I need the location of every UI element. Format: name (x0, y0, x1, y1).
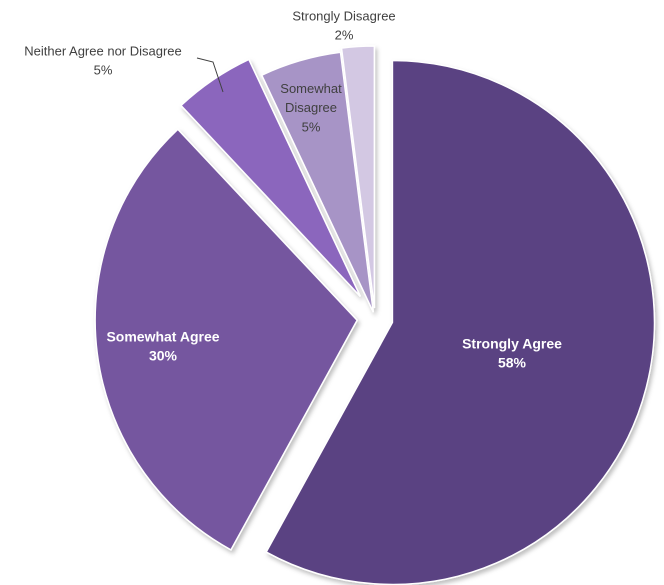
pie-slice (260, 51, 375, 313)
slice-value-label: 5% (302, 119, 321, 134)
slice-label: Somewhat Disagree (280, 81, 342, 115)
pie-slice (265, 59, 656, 585)
leader-line (196, 57, 224, 93)
slice-value-label: 2% (335, 27, 354, 42)
slice-value-label: 30% (149, 348, 178, 364)
slice-label: Somewhat Agree (106, 329, 219, 345)
pie-slice (340, 45, 376, 309)
slice-label: Strongly Disagree (292, 8, 395, 23)
slice-value-label: 58% (498, 355, 527, 371)
pie-slice (179, 58, 362, 298)
slice-value-label: 5% (94, 62, 113, 77)
pie (94, 45, 656, 585)
pie-slice (94, 128, 359, 551)
slice-label: Neither Agree nor Disagree (24, 43, 182, 58)
slice-label: Strongly Agree (462, 336, 562, 352)
